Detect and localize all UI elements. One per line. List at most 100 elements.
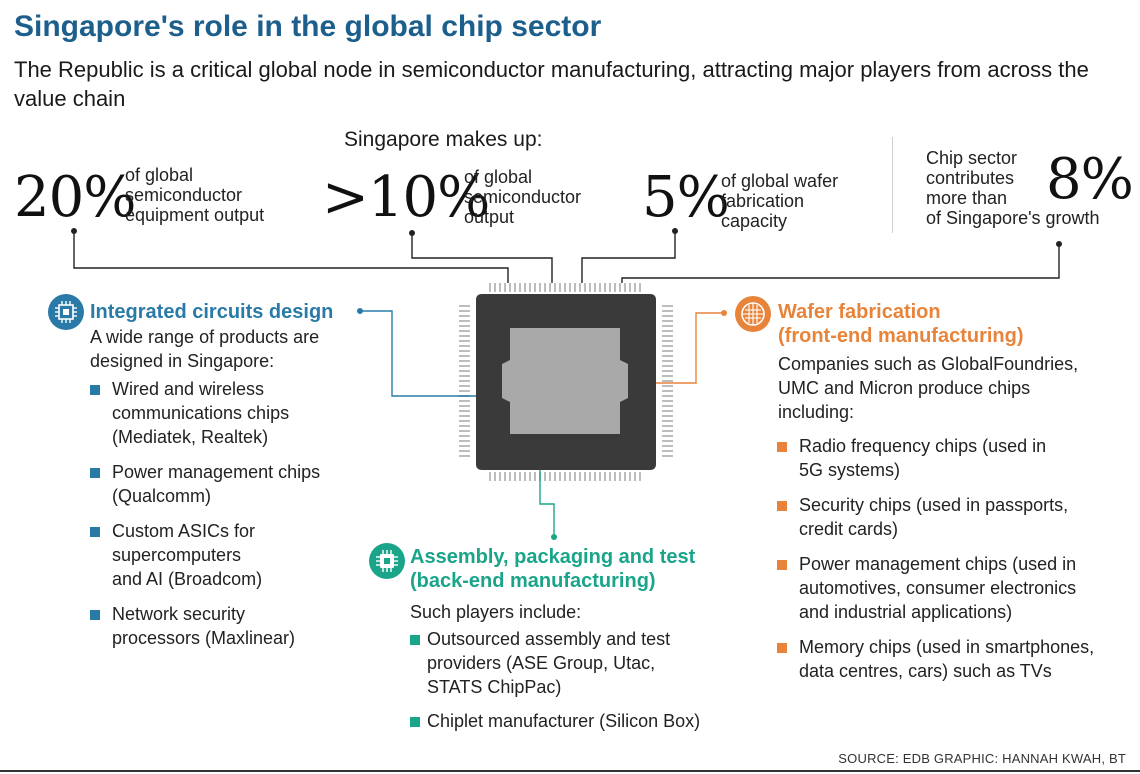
bullet-icon [410,635,420,645]
list-item: Chiplet manufacturer (Silicon Box) [410,709,755,733]
item-line: and AI (Broadcom) [112,569,263,589]
chip-die [502,328,628,434]
item-line: Memory chips (used in smartphones, [799,637,1095,657]
item-line: 5G systems) [799,460,901,480]
stat-desc-line: equipment output [125,205,265,225]
intro-line: A wide range of products are [90,327,320,347]
connector-equipment [73,231,509,283]
connector-dot [1056,241,1062,247]
bullet-icon [777,643,787,653]
page-title: Singapore's role in the global chip sect… [14,10,602,43]
assembly-list: Outsourced assembly and test providers (… [410,627,755,733]
item-line: automotives, consumer electronics [799,578,1077,598]
assembly-intro: Such players include: [410,602,582,622]
list-item: Security chips (used in passports, credi… [777,493,1132,541]
item-line: processors (Maxlinear) [112,628,296,648]
stat-desc-line: contributes [926,168,1015,188]
list-item: Power management chips (used in automoti… [777,552,1132,624]
stat-desc-line: more than [926,188,1008,208]
item-line: STATS ChipPac) [427,677,562,697]
bullet-icon [90,468,100,478]
connector-dot [551,534,557,540]
item-line: supercomputers [112,545,242,565]
stat-desc-wafer: of global wafer fabrication capacity [721,171,838,231]
assembly-title: Assembly, packaging and test [410,546,696,568]
stat-desc-line: fabrication [721,191,805,211]
bottom-rule [0,770,1140,772]
connector-ic-design [360,310,476,397]
item-line: and industrial applications) [799,602,1013,622]
list-item: Network security processors (Maxlinear) [90,602,390,650]
circuit-chip-icon [48,294,84,330]
list-item: Custom ASICs for supercomputers and AI (… [90,519,390,591]
stat-desc-line: semiconductor [464,187,582,207]
chip-pins-right [662,305,673,457]
stat-desc-semiconductor: of global semiconductor output [464,167,581,227]
connector-dot [672,228,678,234]
item-line: Network security [112,604,246,624]
stat-desc-line: of global [125,165,194,185]
item-line: Chiplet manufacturer (Silicon Box) [427,711,701,731]
connector-dot [721,310,727,316]
stat-desc-line: Chip sector [926,148,1018,168]
ic-design-list: Wired and wireless communications chips … [90,377,390,650]
wafer-list: Radio frequency chips (used in 5G system… [777,434,1132,683]
stat-desc-line: of global [464,167,533,187]
wafer-subtitle: (front-end manufacturing) [778,325,1024,347]
item-line: credit cards) [799,519,899,539]
item-line: Power management chips (used in [799,554,1077,574]
connector-semiconductor [411,233,553,283]
list-item: Power management chips (Qualcomm) [90,460,390,508]
item-line: Custom ASICs for [112,521,256,541]
stat-desc-line: capacity [721,211,788,231]
stat-desc-line: of Singapore's growth [926,208,1100,228]
bullet-icon [90,610,100,620]
connector-assembly [539,470,555,537]
stat-value-equipment: 20% [14,165,136,230]
list-item: Radio frequency chips (used in 5G system… [777,434,1132,482]
list-item: Outsourced assembly and test providers (… [410,627,755,699]
item-line: communications chips [112,403,290,423]
bullet-icon [90,527,100,537]
stat-value-growth: 8% [1046,147,1134,212]
stat-desc-line: output [464,207,515,227]
assembly-subtitle: (back-end manufacturing) [410,570,656,592]
bullet-icon [410,717,420,727]
bullet-icon [90,385,100,395]
item-line: (Qualcomm) [112,486,212,506]
item-line: Wired and wireless [112,379,265,399]
stats-divider [892,137,893,233]
intro-line: Companies such as GlobalFoundries, [778,354,1079,374]
wafer-title: Wafer fabrication [778,301,941,323]
chip-pins-bottom [489,472,641,481]
item-line: Power management chips [112,462,321,482]
bullet-icon [777,501,787,511]
chip-pins-left [459,305,470,457]
connector-wafer [656,312,724,384]
source-credit: SOURCE: EDB GRAPHIC: HANNAH KWAH, BT [838,751,1126,766]
item-line: Radio frequency chips (used in [799,436,1047,456]
stat-desc-growth: Chip sector contributes more than of Sin… [926,148,1100,228]
stat-value-wafer: 5% [642,165,730,230]
chip-package-icon [369,543,405,579]
ic-design-intro: A wide range of products are designed in… [90,325,319,373]
bullet-icon [777,442,787,452]
bullet-icon [777,560,787,570]
page-subtitle: The Republic is a critical global node i… [14,57,1089,111]
intro-line: UMC and Micron produce chips [778,378,1031,398]
chip-pins-top [489,283,641,292]
list-item: Memory chips (used in smartphones, data … [777,635,1132,683]
ic-design-title: Integrated circuits design [90,301,334,323]
stat-desc-equipment: of global semiconductor equipment output [125,165,264,225]
intro-line: designed in Singapore: [90,351,275,371]
wafer-icon [735,296,771,332]
item-line: Security chips (used in passports, [799,495,1069,515]
stat-value-semiconductor: >10% [322,165,490,230]
item-line: providers (ASE Group, Utac, [427,653,656,673]
item-line: (Mediatek, Realtek) [112,427,269,447]
connector-growth [621,244,1060,283]
connector-dot [357,308,363,314]
list-item: Wired and wireless communications chips … [90,377,390,449]
stat-desc-line: semiconductor [125,185,243,205]
